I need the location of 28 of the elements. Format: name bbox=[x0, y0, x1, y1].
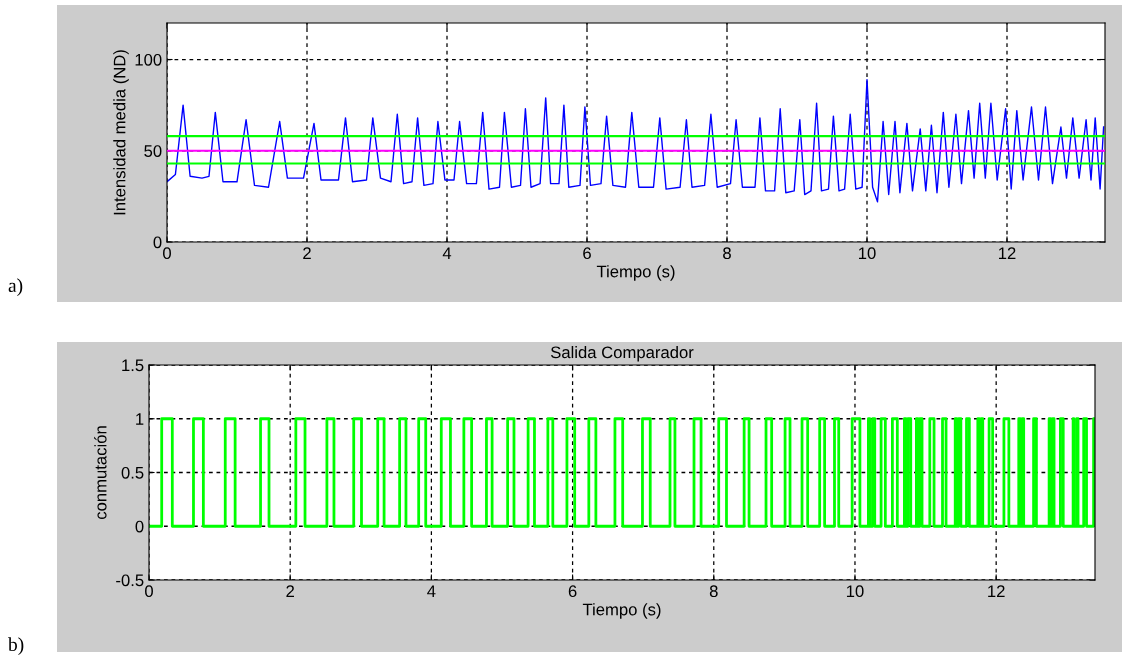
y-tick-label: 0 bbox=[135, 520, 144, 533]
y-tick-label: -0.5 bbox=[116, 574, 144, 587]
y-tick-label: 50 bbox=[144, 145, 162, 157]
x-tick-label: 6 bbox=[583, 247, 591, 260]
x-tick-label: 4 bbox=[442, 247, 452, 259]
text: a) bbox=[8, 278, 23, 296]
x-tick-label: 4 bbox=[427, 585, 436, 597]
x-tick-label: 2 bbox=[286, 585, 294, 597]
x-tick-label: 10 bbox=[859, 247, 876, 260]
x-tick-label: 0 bbox=[163, 247, 171, 260]
x-tick-label: 8 bbox=[723, 247, 731, 260]
chart-title: Salida Comparador bbox=[550, 345, 694, 362]
x-tick-label: 8 bbox=[709, 585, 718, 598]
x-tick-label: 10 bbox=[846, 585, 864, 598]
text: b) bbox=[8, 637, 24, 655]
y-axis-title: conmutación bbox=[94, 426, 107, 520]
y-axis-title: Intensidad media (ND) bbox=[113, 50, 129, 215]
y-tick-label: 1 bbox=[136, 413, 144, 425]
y-tick-label: 0.5 bbox=[121, 466, 144, 479]
x-axis-title: Tiempo (s) bbox=[582, 603, 661, 619]
x-axis-title: Tiempo (s) bbox=[596, 265, 675, 281]
x-tick-label: 12 bbox=[988, 585, 1005, 597]
y-tick-label: 100 bbox=[135, 53, 162, 66]
x-tick-label: 6 bbox=[568, 585, 577, 598]
y-tick-label: 0 bbox=[153, 236, 162, 249]
x-tick-label: 12 bbox=[999, 247, 1016, 259]
y-tick-label: 1.5 bbox=[122, 359, 144, 372]
x-tick-label: 2 bbox=[303, 247, 311, 259]
